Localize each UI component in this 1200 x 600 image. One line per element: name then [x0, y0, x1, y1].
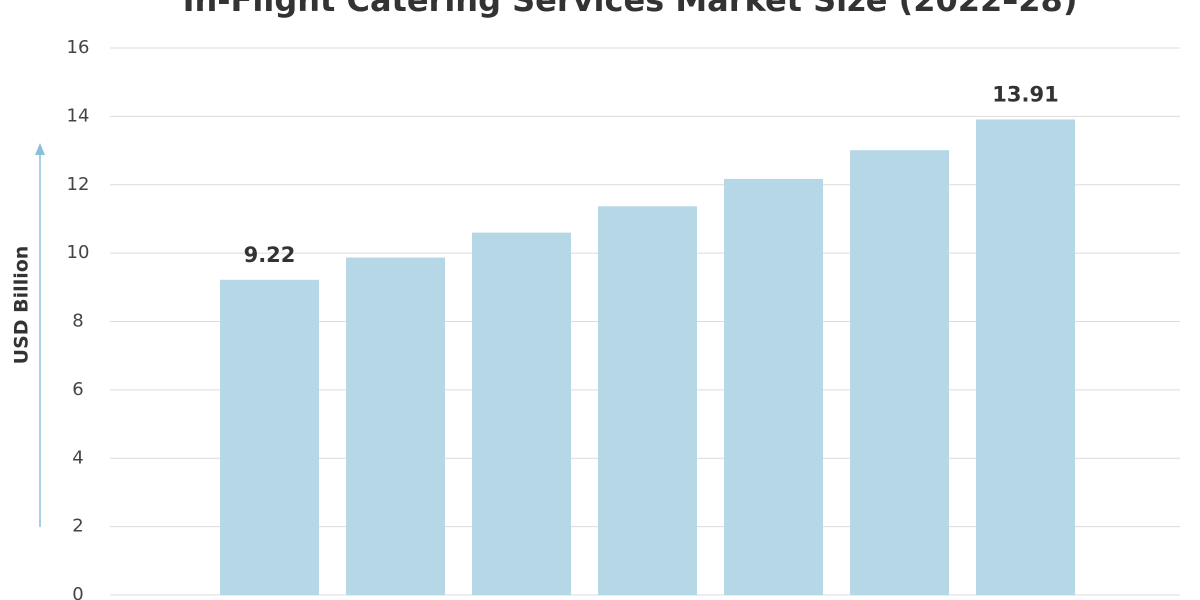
bar [220, 279, 319, 595]
bar [724, 178, 823, 596]
y-axis-label: USD Billion [11, 246, 33, 365]
bar [472, 232, 571, 596]
y-tick-label: 12 [67, 174, 90, 195]
y-tick-label: 10 [67, 242, 90, 263]
y-tick-label: 6 [72, 379, 83, 400]
bar [598, 206, 697, 595]
y-tick-label: 8 [72, 311, 83, 332]
chart-title: In-Flight Catering Services Market Size … [183, 0, 1078, 19]
bar [346, 257, 445, 595]
y-tick-label: 2 [72, 516, 83, 537]
y-tick-label: 0 [72, 584, 83, 600]
axis-arrow [35, 143, 45, 527]
data-label: 13.91 [992, 82, 1058, 106]
y-tick-label: 16 [67, 37, 90, 58]
bar [976, 119, 1075, 595]
y-tick-label: 4 [72, 447, 83, 468]
data-label: 9.22 [244, 243, 296, 267]
y-tick-label: 14 [67, 105, 90, 126]
bar [850, 150, 949, 595]
